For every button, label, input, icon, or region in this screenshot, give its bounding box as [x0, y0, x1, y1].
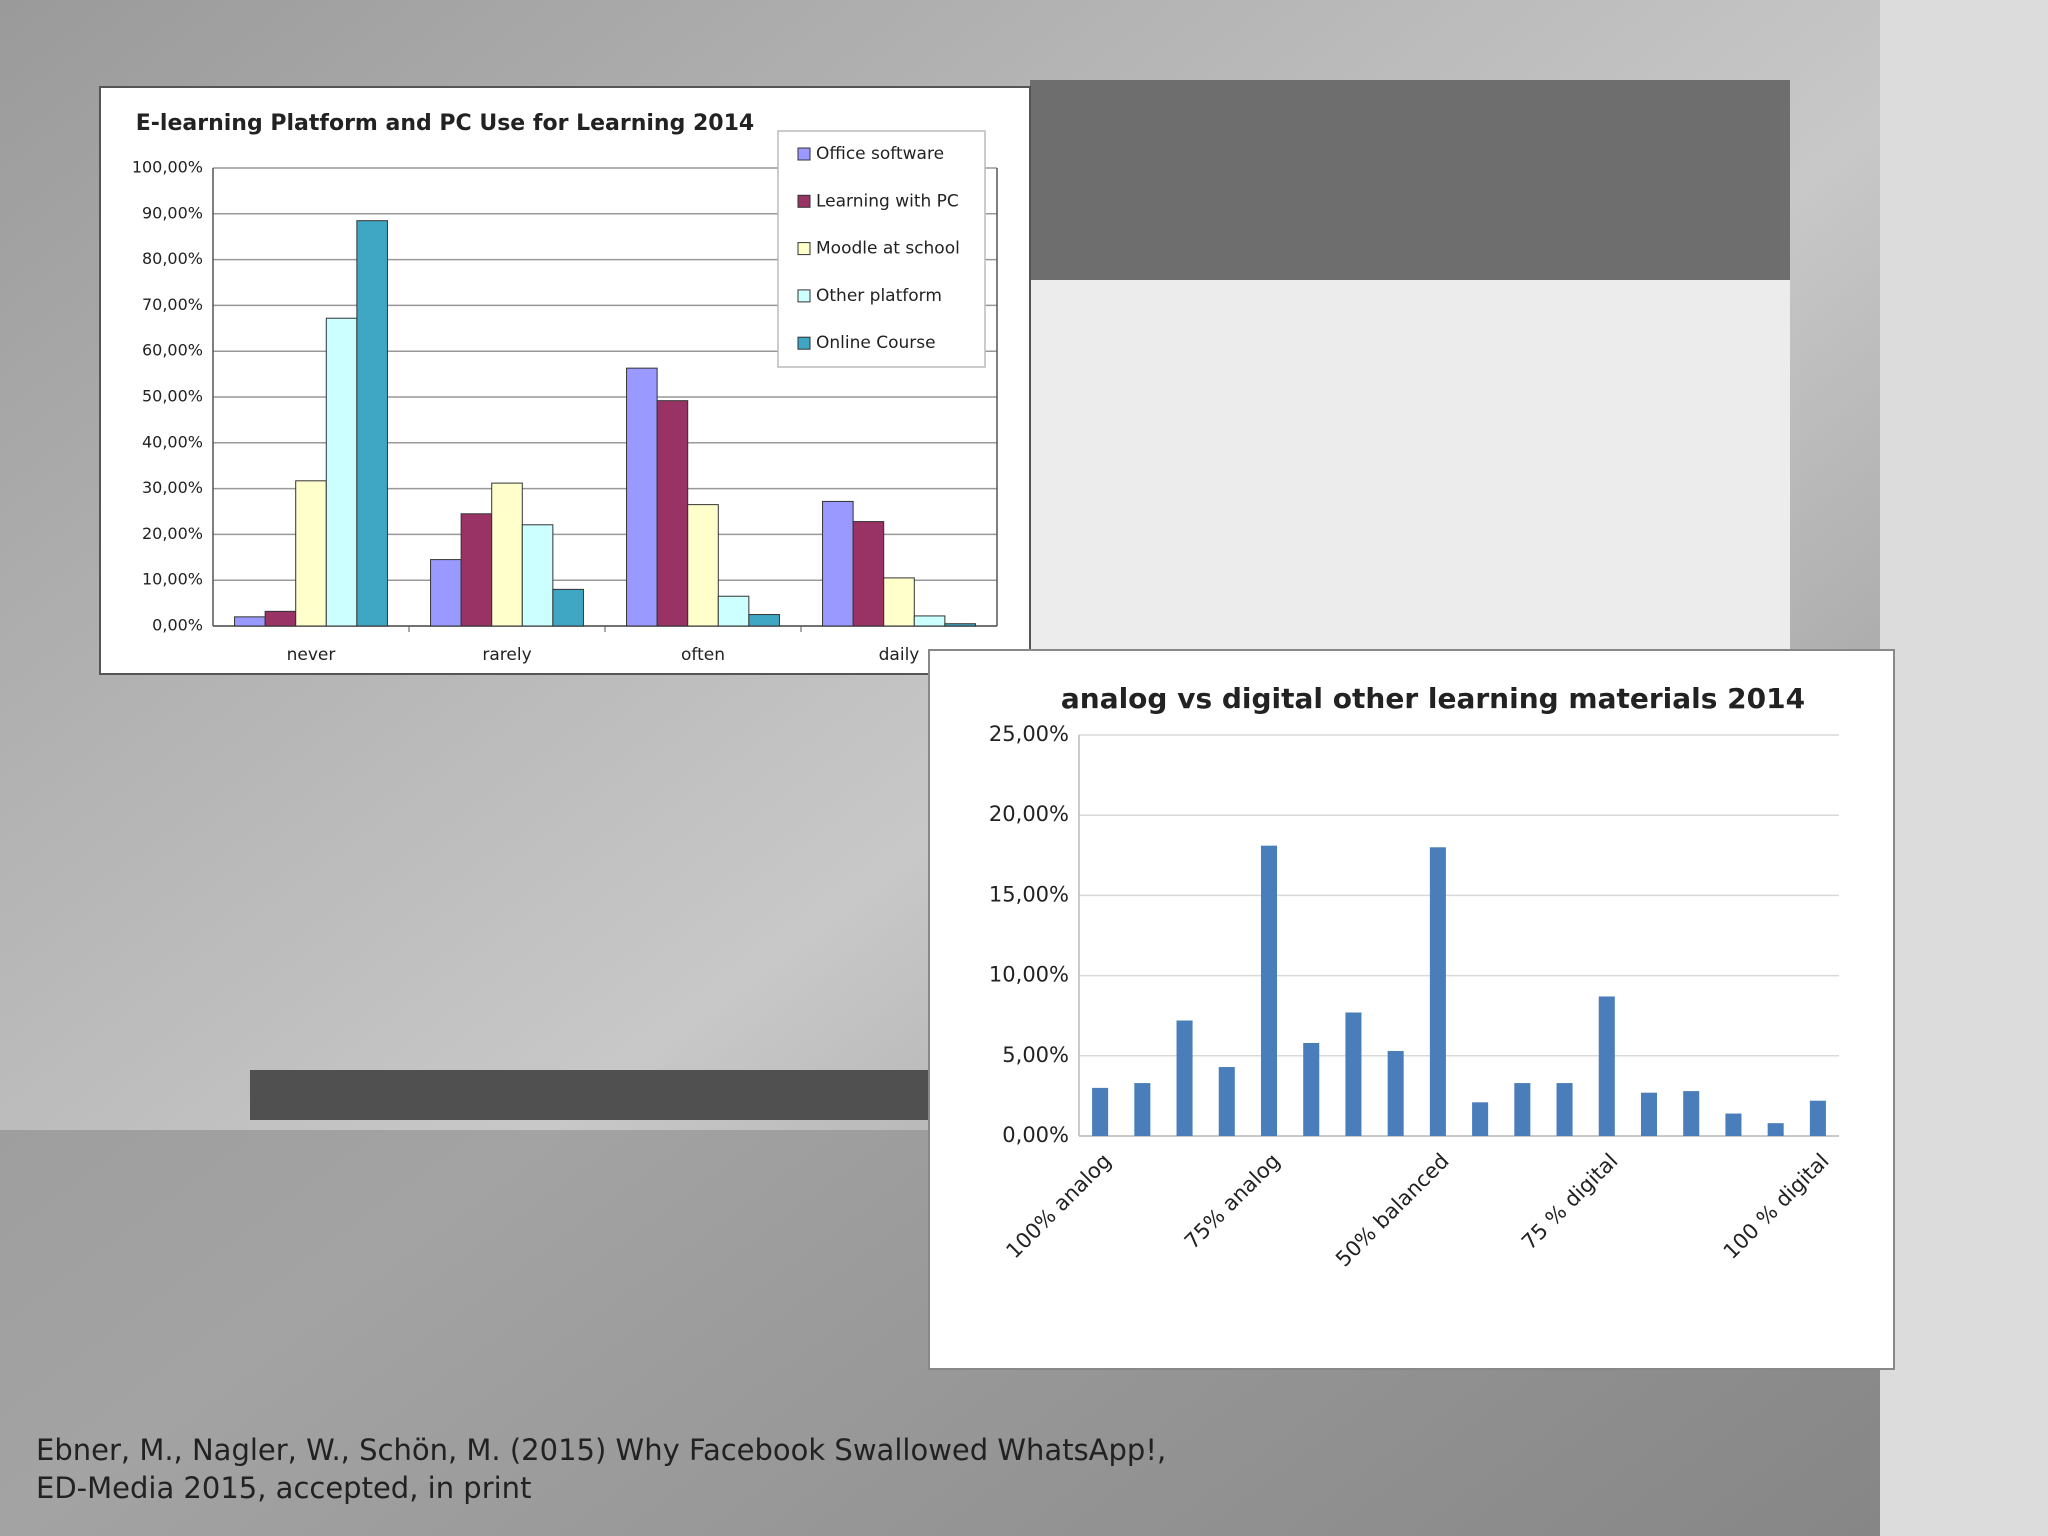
bar	[325, 317, 358, 627]
bar	[264, 610, 297, 627]
bar	[1387, 1050, 1404, 1136]
chart-title: analog vs digital other learning materia…	[1061, 682, 1805, 715]
bar	[356, 220, 388, 627]
legend-label: Moodle at school	[816, 239, 960, 259]
bar	[552, 588, 584, 627]
bar	[1176, 1020, 1193, 1136]
y-tick-label: 50,00%	[142, 387, 203, 406]
legend-label: Office software	[816, 144, 944, 164]
legend-swatch	[797, 289, 811, 303]
y-tick-label: 5,00%	[1002, 1043, 1069, 1067]
y-tick-label: 90,00%	[142, 203, 203, 222]
bar	[1556, 1083, 1573, 1136]
bar	[491, 482, 523, 627]
bar	[717, 595, 750, 627]
caption: ED-Media 2015, accepted, in print	[36, 1471, 531, 1505]
bar	[1725, 1113, 1742, 1136]
y-tick-label: 20,00%	[989, 802, 1069, 826]
x-tick-label: daily	[879, 645, 920, 665]
y-tick-label: 100,00%	[132, 158, 203, 177]
legend-swatch	[797, 194, 811, 208]
bar	[1809, 1100, 1826, 1136]
bar	[687, 504, 719, 627]
bar	[1092, 1087, 1109, 1136]
bar	[748, 614, 780, 627]
bar	[295, 480, 327, 627]
y-tick-label: 20,00%	[142, 524, 203, 543]
y-tick-label: 40,00%	[142, 432, 203, 451]
bar	[234, 616, 266, 627]
y-tick-label: 0,00%	[1002, 1123, 1069, 1147]
bar	[460, 513, 493, 627]
bar	[1640, 1092, 1658, 1136]
bar	[822, 500, 854, 627]
caption: Ebner, M., Nagler, W., Schön, M. (2015) …	[36, 1433, 1166, 1467]
x-tick-label: rarely	[482, 645, 531, 665]
bar	[1218, 1067, 1235, 1136]
legend-label: Online Course	[816, 333, 936, 353]
bar	[626, 367, 658, 627]
legend-swatch	[797, 147, 811, 161]
y-tick-label: 10,00%	[142, 570, 203, 589]
y-tick-label: 15,00%	[989, 882, 1069, 906]
building-walkway	[250, 1070, 950, 1120]
y-tick-label: 80,00%	[142, 249, 203, 268]
building-light	[1030, 280, 1790, 650]
bar	[1514, 1083, 1531, 1136]
bar	[656, 400, 689, 627]
legend-label: Other platform	[816, 286, 942, 306]
bar	[913, 615, 946, 627]
bar	[1429, 847, 1446, 1136]
y-tick-label: 25,00%	[989, 722, 1069, 746]
x-tick-label: often	[681, 645, 725, 665]
y-tick-label: 70,00%	[142, 295, 203, 314]
legend-swatch	[797, 336, 811, 350]
bar	[1767, 1123, 1784, 1136]
bar	[1598, 996, 1615, 1136]
bar	[883, 577, 915, 627]
bar	[944, 623, 976, 627]
building-column	[1880, 0, 2048, 1536]
bar	[1683, 1091, 1700, 1136]
bar	[521, 524, 554, 627]
chart-panel	[928, 649, 1895, 1370]
x-tick-label: never	[287, 645, 336, 665]
y-tick-label: 60,00%	[142, 341, 203, 360]
legend-label: Learning with PC	[816, 191, 959, 211]
bar	[1345, 1012, 1362, 1136]
bar	[1134, 1083, 1151, 1136]
chart-title: E-learning Platform and PC Use for Learn…	[136, 111, 754, 136]
building-bridge	[1030, 80, 1790, 280]
bar	[1260, 845, 1278, 1136]
bar	[1472, 1102, 1489, 1136]
legend-swatch	[797, 242, 811, 256]
y-tick-label: 10,00%	[989, 963, 1069, 987]
y-tick-label: 0,00%	[152, 616, 203, 635]
legend-box	[777, 130, 986, 368]
bar	[1303, 1042, 1320, 1136]
y-tick-label: 30,00%	[142, 478, 203, 497]
bar	[852, 521, 885, 627]
bar	[430, 559, 462, 627]
